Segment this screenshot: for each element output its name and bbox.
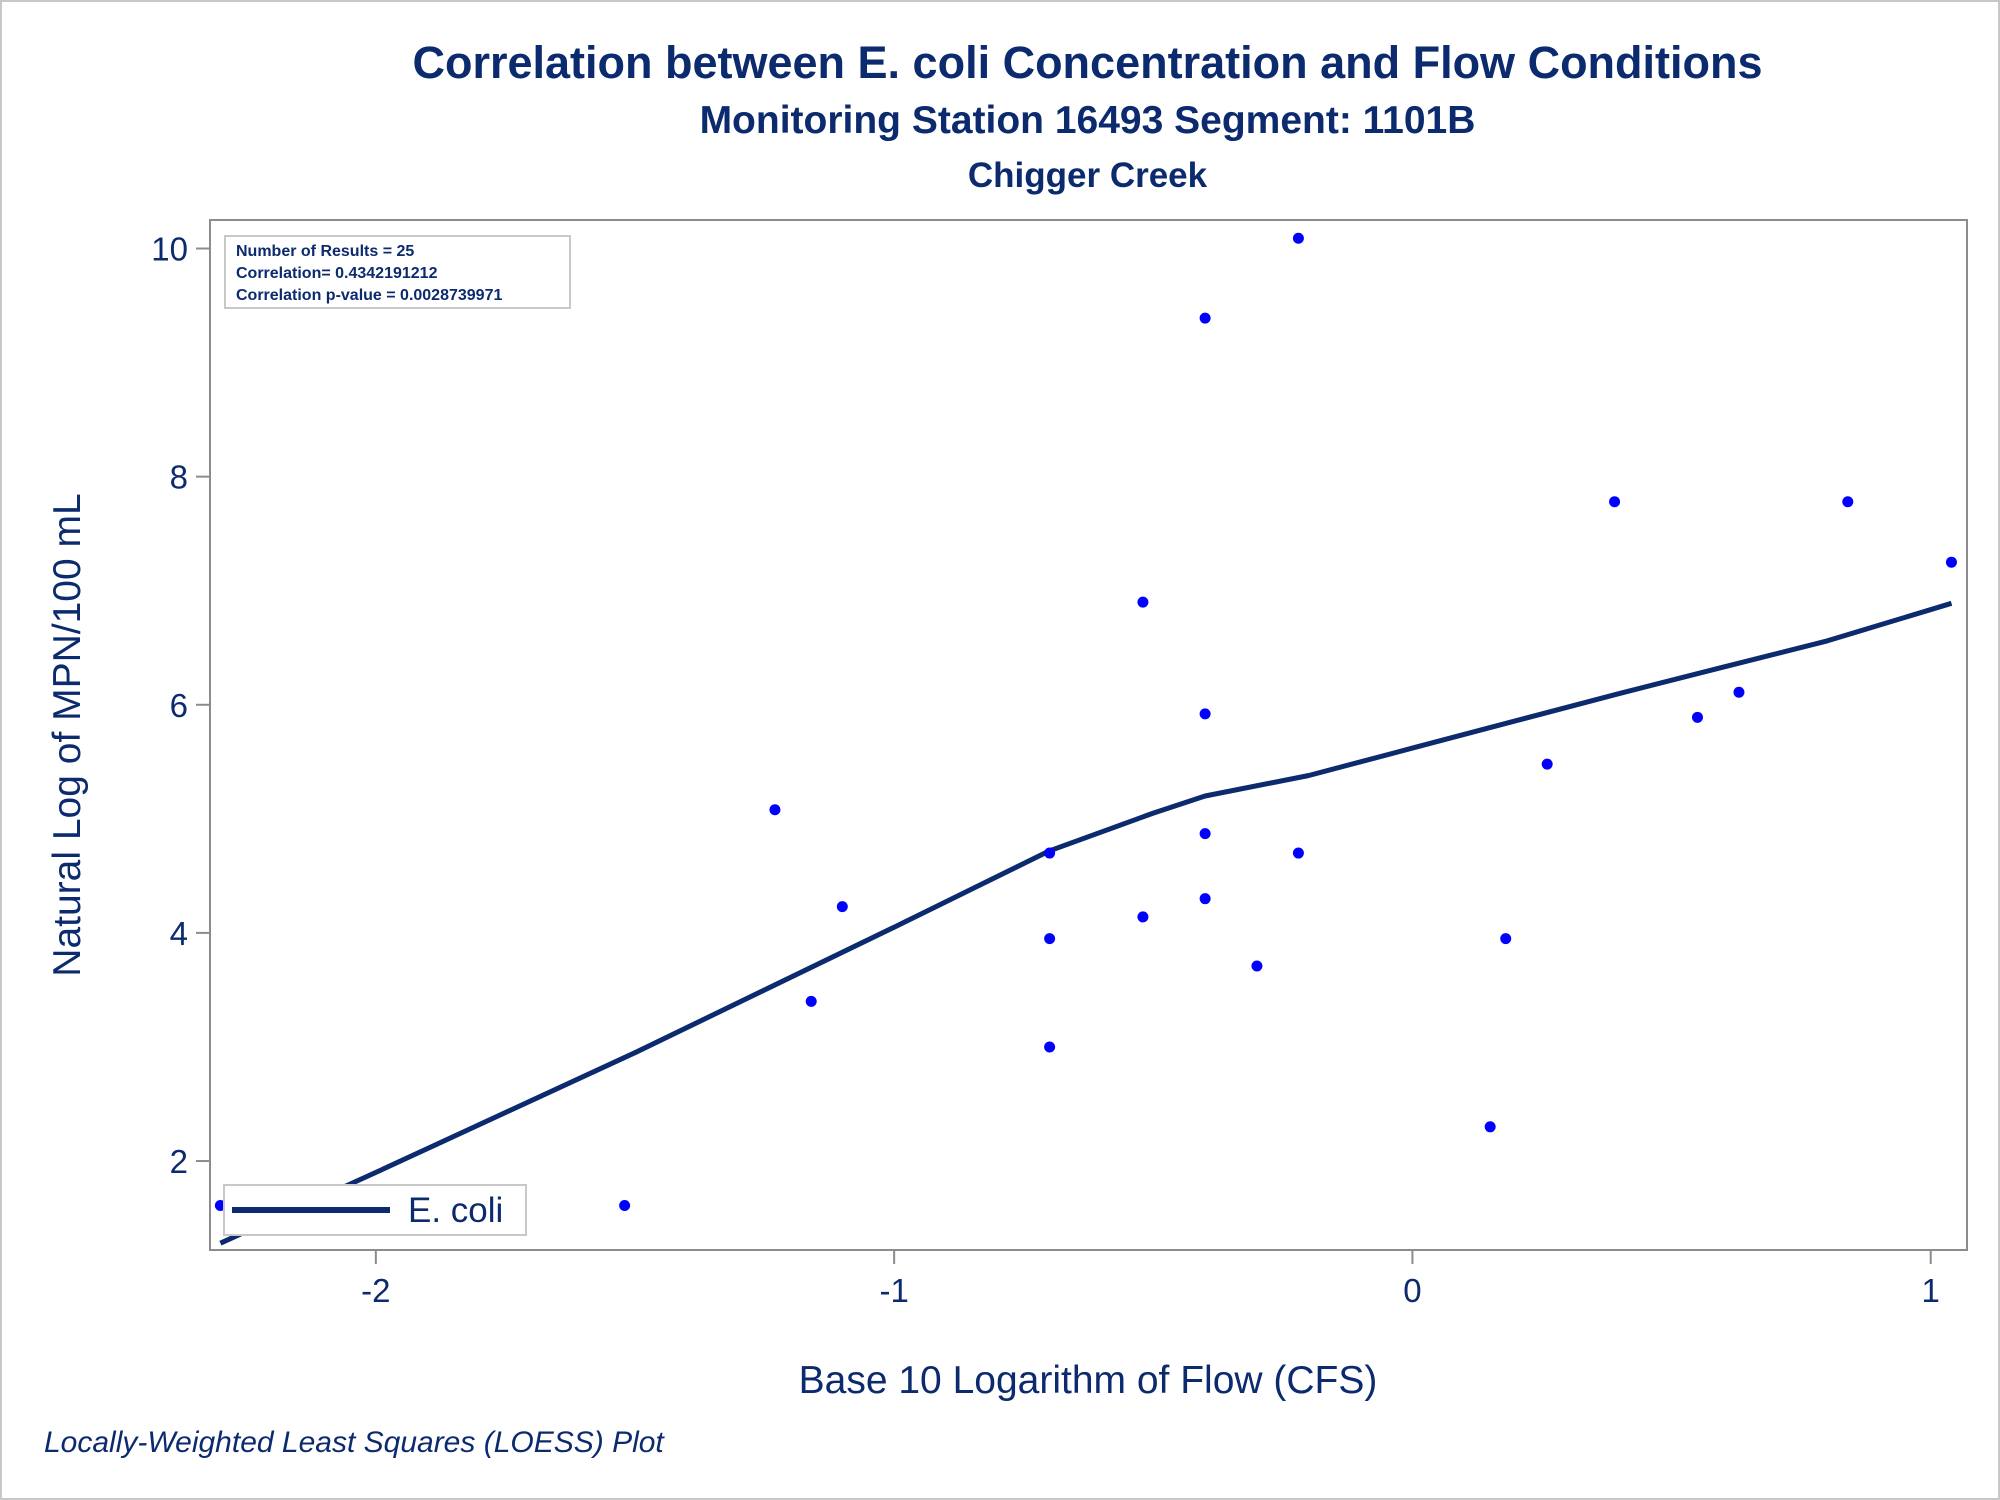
data-point bbox=[1609, 496, 1621, 508]
data-point bbox=[836, 901, 848, 913]
data-point bbox=[1044, 933, 1056, 945]
y-axis-title: Natural Log of MPN/100 mL bbox=[46, 493, 89, 976]
y-tick-label: 4 bbox=[170, 915, 188, 952]
data-point bbox=[1199, 312, 1211, 324]
stat-p-value: Correlation p-value = 0.0028739971 bbox=[236, 287, 502, 304]
data-point bbox=[1733, 686, 1745, 698]
x-tick-label: 1 bbox=[1922, 1272, 1940, 1309]
chart-title: Correlation between E. coli Concentratio… bbox=[412, 37, 1763, 88]
data-point bbox=[1691, 711, 1703, 723]
data-point bbox=[1137, 911, 1149, 923]
data-point bbox=[1500, 933, 1512, 945]
legend: E. coli bbox=[223, 1184, 527, 1236]
legend-label-ecoli: E. coli bbox=[408, 1191, 503, 1230]
x-tick-label: 0 bbox=[1403, 1272, 1421, 1309]
x-tick-label: -1 bbox=[879, 1272, 908, 1309]
data-point bbox=[1199, 828, 1211, 840]
plot-area bbox=[209, 219, 1968, 1251]
data-point bbox=[619, 1200, 631, 1212]
data-point bbox=[1044, 1041, 1056, 1053]
stats-box-frame bbox=[224, 235, 571, 309]
data-point bbox=[1484, 1121, 1496, 1133]
loess-curve-ecoli bbox=[219, 600, 1953, 1246]
data-point bbox=[805, 995, 817, 1007]
data-point bbox=[1199, 708, 1211, 720]
stat-correlation: Correlation= 0.4342191212 bbox=[236, 265, 438, 282]
y-tick-label: 10 bbox=[151, 231, 188, 268]
data-point bbox=[1137, 596, 1149, 608]
y-tick-label: 2 bbox=[170, 1143, 188, 1180]
stat-count: Number of Results = 25 bbox=[236, 243, 414, 260]
data-point bbox=[769, 804, 781, 816]
data-point bbox=[1251, 960, 1263, 972]
data-point bbox=[1199, 893, 1211, 905]
x-tick-label: -2 bbox=[361, 1272, 390, 1309]
data-point bbox=[1945, 556, 1957, 568]
y-tick-label: 6 bbox=[170, 687, 188, 724]
data-point bbox=[1292, 232, 1304, 244]
data-point bbox=[1044, 847, 1056, 859]
y-tick-label: 8 bbox=[170, 459, 188, 496]
data-point bbox=[1842, 496, 1854, 508]
stats-box: Number of Results = 25 Correlation= 0.43… bbox=[224, 235, 571, 309]
data-point bbox=[1541, 758, 1553, 770]
data-point bbox=[1292, 847, 1304, 859]
chart-subtitle: Monitoring Station 16493 Segment: 1101B bbox=[699, 99, 1476, 142]
chart-subtitle-2: Chigger Creek bbox=[967, 156, 1208, 195]
x-axis-title: Base 10 Logarithm of Flow (CFS) bbox=[799, 1359, 1378, 1402]
footnote: Locally-Weighted Least Squares (LOESS) P… bbox=[44, 1426, 664, 1459]
